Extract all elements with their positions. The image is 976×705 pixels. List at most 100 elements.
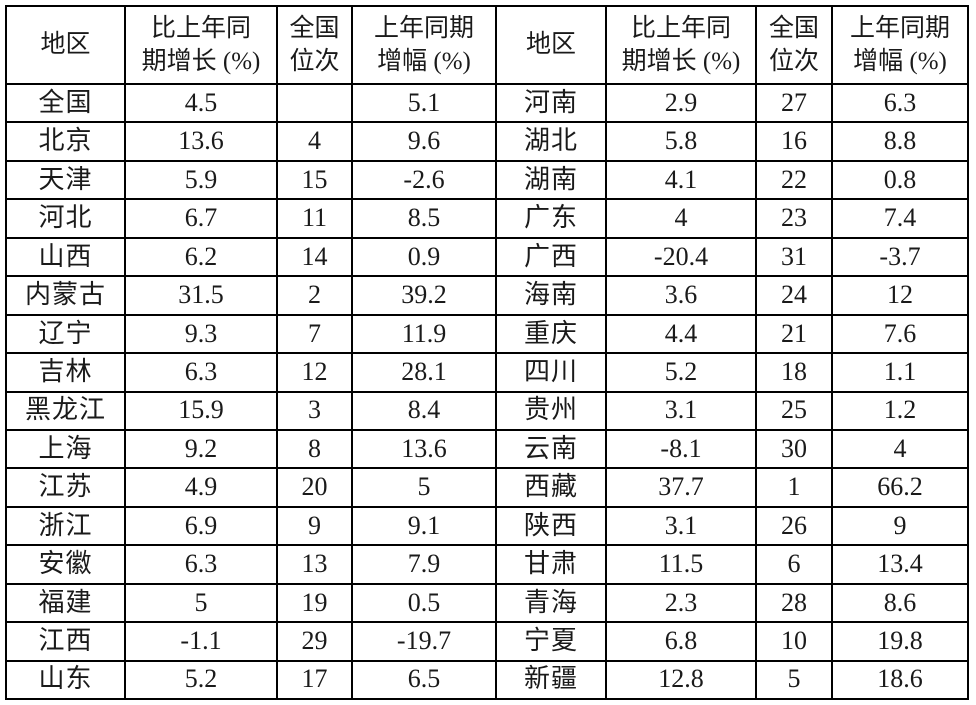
table-row: 北京 13.6 4 9.6 湖北 5.8 16 8.8: [5, 121, 969, 162]
prev-cell: 11.9: [351, 313, 497, 355]
prev-cell: 5: [351, 467, 497, 508]
table-row: 黑龙江 15.9 3 8.4 贵州 3.1 25 1.2: [5, 390, 969, 431]
growth-cell: 5.2: [605, 352, 757, 393]
prev-cell: 8.8: [831, 121, 969, 162]
table-row: 内蒙古 31.5 2 39.2 海南 3.6 24 12: [5, 275, 969, 316]
prev-cell: 0.5: [351, 582, 497, 624]
region-cell: 贵州: [495, 390, 607, 431]
table-row: 全国 4.5 5.1 河南 2.9 27 6.3: [5, 82, 969, 124]
table-row: 安徽 6.3 13 7.9 甘肃 11.5 6 13.4: [5, 544, 969, 585]
rank-cell: 4: [276, 121, 353, 162]
prev-cell: 0.9: [351, 236, 497, 278]
table-row: 浙江 6.9 9 9.1 陕西 3.1 26 9: [5, 505, 969, 547]
rank-cell: 9: [276, 505, 353, 547]
growth-cell: 11.5: [605, 544, 757, 585]
growth-cell: 37.7: [605, 467, 757, 508]
header-region-right: 地区: [495, 5, 607, 85]
prev-cell: 1.2: [831, 390, 969, 431]
rank-cell: 22: [755, 159, 833, 201]
region-cell: 海南: [495, 275, 607, 316]
growth-cell: 6.3: [124, 544, 278, 585]
rank-cell: 8: [276, 428, 353, 470]
region-cell: 黑龙江: [5, 390, 126, 431]
table-row: 吉林 6.3 12 28.1 四川 5.2 18 1.1: [5, 352, 969, 393]
prev-cell: 9.1: [351, 505, 497, 547]
growth-cell: 5.2: [124, 659, 278, 701]
rank-cell: 6: [755, 544, 833, 585]
prev-cell: 13.6: [351, 428, 497, 470]
prev-cell: 7.4: [831, 198, 969, 239]
growth-cell: 2.3: [605, 582, 757, 624]
table-row: 江西 -1.1 29 -19.7 宁夏 6.8 10 19.8: [5, 621, 969, 662]
growth-cell: -1.1: [124, 621, 278, 662]
rank-cell: 18: [755, 352, 833, 393]
rank-cell: 20: [276, 467, 353, 508]
growth-cell: 6.8: [605, 621, 757, 662]
header-growth-left: 比上年同 期增长 (%): [124, 5, 278, 85]
region-cell: 山西: [5, 236, 126, 278]
rank-cell: 25: [755, 390, 833, 431]
rank-cell: 19: [276, 582, 353, 624]
rank-cell: 3: [276, 390, 353, 431]
rank-cell: 11: [276, 198, 353, 239]
region-cell: 上海: [5, 428, 126, 470]
prev-cell: 66.2: [831, 467, 969, 508]
rank-cell: 24: [755, 275, 833, 316]
region-cell: 新疆: [495, 659, 607, 701]
region-cell: 宁夏: [495, 621, 607, 662]
rank-cell: 31: [755, 236, 833, 278]
region-cell: 辽宁: [5, 313, 126, 355]
table-body: 全国 4.5 5.1 河南 2.9 27 6.3 北京 13.6 4 9.6 湖北 5.8 16 8.8 天津…: [5, 82, 969, 701]
growth-cell: 4.5: [124, 82, 278, 124]
rank-cell: 17: [276, 659, 353, 701]
prev-cell: 8.4: [351, 390, 497, 431]
growth-cell: 31.5: [124, 275, 278, 316]
rank-cell: 1: [755, 467, 833, 508]
rank-cell: 26: [755, 505, 833, 547]
region-cell: 重庆: [495, 313, 607, 355]
growth-cell: 12.8: [605, 659, 757, 701]
rank-cell: 23: [755, 198, 833, 239]
table-row: 山东 5.2 17 6.5 新疆 12.8 5 18.6: [5, 659, 969, 701]
region-cell: 河南: [495, 82, 607, 124]
growth-cell: 3.1: [605, 390, 757, 431]
growth-cell: 6.3: [124, 352, 278, 393]
rank-cell: 29: [276, 621, 353, 662]
header-rank-right: 全国 位次: [755, 5, 833, 85]
growth-cell: 4.9: [124, 467, 278, 508]
growth-cell: 6.9: [124, 505, 278, 547]
region-cell: 江苏: [5, 467, 126, 508]
rank-cell: 21: [755, 313, 833, 355]
prev-cell: 13.4: [831, 544, 969, 585]
growth-cell: 13.6: [124, 121, 278, 162]
prev-cell: 5.1: [351, 82, 497, 124]
region-cell: 内蒙古: [5, 275, 126, 316]
table-row: 天津 5.9 15 -2.6 湖南 4.1 22 0.8: [5, 159, 969, 201]
header-row: 地区 比上年同 期增长 (%) 全国 位次 上年同期 增幅 (%) 地区 比上年…: [5, 5, 969, 85]
growth-cell: 9.3: [124, 313, 278, 355]
region-cell: 河北: [5, 198, 126, 239]
rank-cell: 28: [755, 582, 833, 624]
region-cell: 广西: [495, 236, 607, 278]
growth-cell: 9.2: [124, 428, 278, 470]
growth-cell: 3.1: [605, 505, 757, 547]
prev-cell: 12: [831, 275, 969, 316]
table-row: 河北 6.7 11 8.5 广东 4 23 7.4: [5, 198, 969, 239]
region-cell: 云南: [495, 428, 607, 470]
table-header: 地区 比上年同 期增长 (%) 全国 位次 上年同期 增幅 (%) 地区 比上年…: [5, 5, 969, 85]
regional-growth-table: 地区 比上年同 期增长 (%) 全国 位次 上年同期 增幅 (%) 地区 比上年…: [5, 5, 969, 701]
header-prev-right: 上年同期 增幅 (%): [831, 5, 969, 85]
prev-cell: 39.2: [351, 275, 497, 316]
region-cell: 北京: [5, 121, 126, 162]
growth-cell: 5: [124, 582, 278, 624]
rank-cell: 14: [276, 236, 353, 278]
region-cell: 西藏: [495, 467, 607, 508]
rank-cell: [276, 82, 353, 124]
rank-cell: 5: [755, 659, 833, 701]
table-row: 上海 9.2 8 13.6 云南 -8.1 30 4: [5, 428, 969, 470]
growth-cell: 5.8: [605, 121, 757, 162]
prev-cell: 1.1: [831, 352, 969, 393]
region-cell: 天津: [5, 159, 126, 201]
prev-cell: -19.7: [351, 621, 497, 662]
growth-cell: 3.6: [605, 275, 757, 316]
